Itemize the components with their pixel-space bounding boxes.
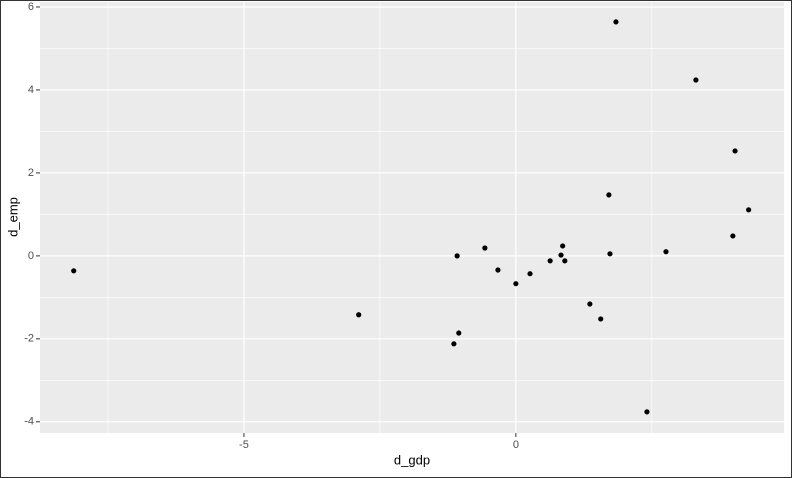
point — [558, 252, 564, 258]
y-tick-label: 4 — [28, 84, 34, 96]
point — [456, 330, 462, 336]
point — [732, 148, 738, 154]
point — [547, 258, 553, 264]
point — [560, 243, 566, 249]
y-tick-label: -2 — [24, 333, 34, 345]
y-axis-title: d_emp — [5, 197, 20, 237]
point — [613, 19, 619, 25]
point — [644, 409, 650, 415]
x-tick-label: -5 — [239, 439, 249, 451]
y-tick-label: 6 — [28, 1, 34, 13]
x-axis-title: d_gdp — [394, 452, 430, 467]
point — [527, 271, 533, 277]
point — [71, 268, 77, 274]
point — [587, 301, 593, 307]
point — [598, 316, 604, 322]
point — [730, 233, 736, 239]
point — [693, 77, 699, 83]
panel — [40, 2, 784, 433]
point — [454, 253, 460, 259]
point — [663, 249, 669, 255]
y-tick-label: 0 — [28, 250, 34, 262]
y-tick-label: -4 — [24, 416, 34, 428]
point — [607, 251, 613, 257]
point — [451, 341, 457, 347]
x-tick-label: 0 — [513, 439, 519, 451]
y-tick-label: 2 — [28, 167, 34, 179]
point — [562, 258, 568, 264]
point — [513, 281, 519, 287]
point — [482, 245, 488, 251]
point — [495, 267, 501, 273]
point — [746, 207, 752, 213]
point — [606, 192, 612, 198]
point — [356, 312, 362, 318]
